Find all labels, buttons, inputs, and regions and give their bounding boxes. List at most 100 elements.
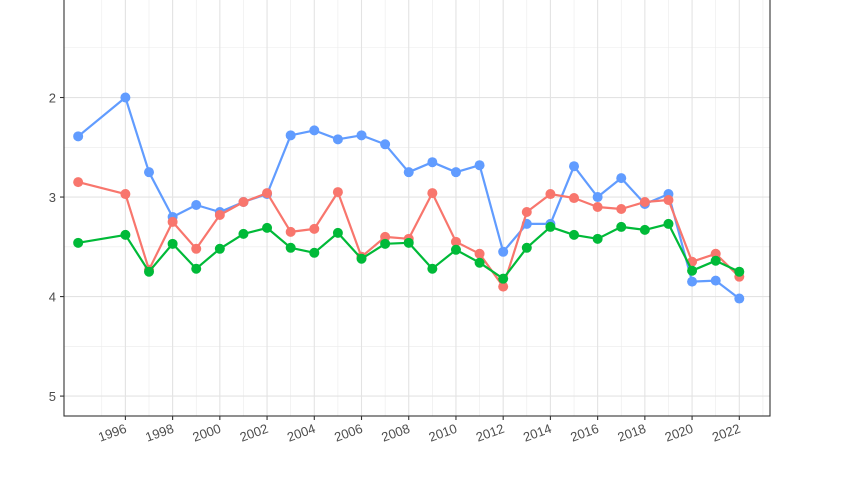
- data-point: [616, 203, 627, 214]
- data-point: [592, 233, 603, 244]
- data-point: [332, 134, 343, 145]
- data-point: [687, 265, 698, 276]
- data-point: [592, 192, 603, 203]
- data-point: [380, 139, 391, 150]
- data-point: [309, 247, 320, 258]
- data-point: [167, 216, 178, 227]
- y-tick-label: 4: [49, 290, 56, 305]
- data-point: [592, 202, 603, 212]
- data-point: [710, 275, 721, 286]
- data-point: [191, 200, 202, 211]
- data-point: [238, 197, 249, 208]
- series-3: [73, 218, 745, 284]
- data-point: [73, 237, 84, 248]
- data-point: [569, 193, 580, 204]
- data-point: [73, 177, 84, 188]
- x-tick-label: 1998: [143, 421, 175, 445]
- data-point: [332, 227, 343, 238]
- x-tick-label: 2010: [427, 421, 459, 445]
- x-tick-label: 2020: [663, 421, 695, 445]
- data-point: [687, 276, 698, 287]
- x-tick-label: 2000: [191, 421, 223, 445]
- data-point: [309, 223, 320, 234]
- series-line: [77, 96, 740, 300]
- data-point: [545, 221, 556, 232]
- data-point: [734, 293, 745, 304]
- data-point: [144, 167, 155, 178]
- data-point: [427, 188, 438, 199]
- data-point: [616, 173, 627, 184]
- data-point: [309, 125, 320, 136]
- x-tick-label: 2014: [521, 421, 553, 445]
- data-point: [427, 157, 438, 168]
- data-point: [710, 248, 721, 259]
- x-tick-label: 2004: [285, 421, 317, 445]
- data-point: [474, 160, 485, 171]
- data-point: [144, 266, 155, 277]
- data-point: [734, 266, 745, 277]
- data-point: [569, 161, 580, 172]
- y-axis: 2 3 4 5: [49, 91, 64, 404]
- data-point: [427, 263, 438, 274]
- data-point: [663, 218, 674, 229]
- data-point: [356, 130, 367, 141]
- data-point: [285, 242, 296, 253]
- data-point: [73, 131, 84, 142]
- x-tick-label: 2016: [568, 421, 600, 445]
- data-point: [380, 231, 391, 242]
- y-tick-label: 2: [49, 91, 56, 106]
- x-tick-label: 1996: [96, 421, 128, 445]
- x-tick-label: 2006: [332, 421, 364, 445]
- data-point: [474, 257, 485, 268]
- data-point: [498, 246, 509, 257]
- major-gridlines: [64, 0, 770, 416]
- x-tick-label: 2018: [616, 421, 648, 445]
- data-point: [639, 224, 650, 235]
- data-point: [639, 197, 650, 208]
- series-layer: [73, 92, 745, 304]
- y-tick-label: 3: [49, 190, 56, 205]
- x-tick-label: 2012: [474, 421, 506, 445]
- x-tick-label: 2022: [710, 421, 742, 445]
- data-point: [191, 243, 202, 254]
- data-point: [663, 195, 674, 206]
- data-point: [380, 238, 391, 249]
- data-point: [450, 236, 461, 247]
- data-point: [521, 242, 532, 253]
- data-point: [332, 187, 343, 198]
- data-point: [474, 248, 485, 259]
- data-point: [521, 206, 532, 217]
- data-point: [356, 253, 367, 264]
- data-point: [498, 281, 509, 292]
- data-point: [191, 263, 202, 274]
- data-point: [450, 167, 461, 178]
- data-point: [120, 189, 131, 200]
- minor-gridlines: [64, 0, 770, 416]
- data-point: [545, 189, 556, 200]
- data-point: [214, 243, 225, 254]
- data-point: [450, 244, 461, 255]
- data-point: [120, 92, 131, 103]
- x-tick-label: 2002: [238, 421, 270, 445]
- data-point: [120, 229, 131, 240]
- plot-border: [63, 0, 771, 417]
- y-tick-label: 5: [49, 389, 56, 404]
- data-point: [403, 167, 414, 178]
- plot-background: [64, 0, 770, 416]
- data-point: [710, 255, 721, 266]
- x-axis: 1996 1998 2000 2002 2004 2006 2008 2010 2012 2014…: [96, 416, 742, 445]
- data-point: [262, 188, 273, 199]
- data-point: [214, 209, 225, 220]
- data-point: [616, 221, 627, 232]
- data-point: [569, 229, 580, 240]
- data-point: [167, 238, 178, 249]
- data-point: [238, 228, 249, 239]
- series-line: [78, 222, 740, 280]
- data-point: [285, 226, 296, 237]
- data-point: [262, 222, 273, 233]
- x-tick-label: 2008: [379, 421, 411, 445]
- data-point: [498, 273, 509, 284]
- data-point: [285, 130, 296, 141]
- data-point: [403, 237, 414, 248]
